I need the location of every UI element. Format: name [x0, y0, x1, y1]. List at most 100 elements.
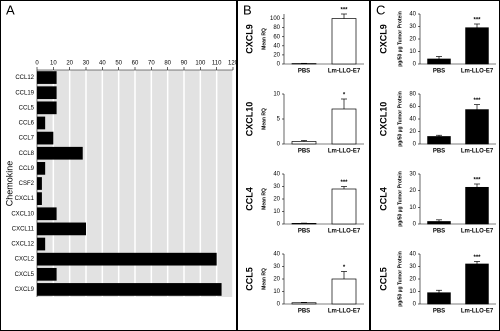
- x-tick-label: PBS: [433, 309, 445, 315]
- y-tick-label: 30: [409, 172, 416, 178]
- y-axis-label: Mean RQ: [261, 268, 267, 290]
- x-tick-label: Lm-LLO-E7: [461, 309, 494, 315]
- y-tick-label: CXCL9: [15, 287, 35, 293]
- y-tick-label: 0: [413, 142, 417, 148]
- panel-label: C: [376, 2, 385, 17]
- chart-title: CCL4: [244, 187, 254, 211]
- bar: [37, 86, 57, 100]
- y-tick-label: CXCL1: [15, 196, 35, 202]
- bar: [291, 141, 317, 145]
- bar: [331, 188, 357, 225]
- x-tick-label: Lm-LLO-E7: [461, 149, 494, 155]
- y-tick-label: CSF2: [19, 181, 35, 187]
- bar: [37, 162, 46, 175]
- x-tick-label: 60: [132, 61, 139, 67]
- significance: *: [343, 93, 346, 99]
- y-tick-label: 20: [273, 52, 280, 58]
- chart-title: CXCL9: [378, 24, 388, 54]
- y-tick-label: 30: [409, 264, 416, 270]
- y-tick-label: CXCL5: [15, 272, 35, 278]
- bar: [465, 109, 489, 145]
- bar: [37, 192, 42, 205]
- x-tick-label: PBS: [298, 69, 310, 75]
- y-tick-label: CXCL2: [15, 257, 35, 263]
- y-tick-label: 60: [273, 34, 280, 40]
- y-tick-label: 40: [409, 12, 416, 18]
- x-tick-label: 120: [228, 61, 239, 67]
- y-tick-label: 20: [409, 188, 416, 194]
- y-axis-label: pg/50 µg Tumor Protein: [397, 11, 403, 67]
- y-tick-label: 10: [409, 49, 416, 55]
- bar: [37, 177, 42, 190]
- bar: [37, 131, 54, 145]
- bar: [465, 186, 489, 225]
- y-tick-label: CXCL11: [12, 226, 35, 232]
- y-tick-label: 20: [273, 197, 280, 203]
- bar: [37, 207, 57, 221]
- x-tick-label: Lm-LLO-E7: [461, 69, 494, 75]
- y-tick-label: 10: [409, 289, 416, 295]
- y-tick-label: CCL12: [15, 75, 34, 81]
- x-tick-label: Lm-LLO-E7: [328, 69, 361, 75]
- y-tick-label: 20: [273, 277, 280, 283]
- x-tick-label: 80: [164, 61, 171, 67]
- x-tick-label: 50: [115, 61, 122, 67]
- x-tick-label: 30: [83, 61, 90, 67]
- significance: ***: [473, 18, 481, 24]
- bar: [465, 27, 489, 65]
- y-tick-label: 0: [413, 302, 417, 308]
- y-tick-label: 80: [273, 25, 280, 31]
- y-tick-label: 30: [273, 184, 280, 190]
- y-tick-label: 0: [277, 302, 281, 308]
- y-tick-label: CCL8: [19, 151, 35, 157]
- bar: [465, 263, 489, 305]
- significance: ***: [340, 8, 348, 14]
- y-tick-label: 0: [413, 222, 417, 228]
- y-axis-label: pg/50 µg Tumor Protein: [397, 91, 403, 147]
- bar: [37, 237, 46, 251]
- bar: [37, 116, 46, 130]
- y-tick-label: 5: [277, 117, 281, 123]
- bar: [331, 18, 357, 65]
- y-axis-label: Mean RQ: [261, 28, 267, 50]
- y-tick-label: CCL6: [19, 121, 35, 127]
- x-tick-label: 20: [66, 61, 73, 67]
- y-axis-label: Mean RQ: [261, 188, 267, 210]
- y-tick-label: 40: [409, 252, 416, 258]
- x-tick-label: 90: [181, 61, 188, 67]
- y-axis-label: Mean RQ: [261, 108, 267, 130]
- x-tick-label: PBS: [298, 229, 310, 235]
- bar: [37, 252, 217, 266]
- y-tick-label: CXCL10: [11, 211, 34, 217]
- x-tick-label: 40: [99, 61, 106, 67]
- x-tick-label: PBS: [433, 229, 445, 235]
- chart-title: CCL5: [244, 267, 254, 291]
- x-tick-label: PBS: [433, 69, 445, 75]
- y-tick-label: 0: [277, 142, 281, 148]
- bar: [37, 101, 57, 115]
- y-tick-label: 40: [273, 252, 280, 258]
- chart-title: CCL4: [378, 187, 388, 211]
- bar: [427, 58, 451, 65]
- y-tick-label: 40: [409, 117, 416, 123]
- y-tick-label: 20: [409, 129, 416, 135]
- bar: [37, 267, 57, 281]
- bar: [291, 223, 317, 225]
- x-tick-label: Lm-LLO-E7: [328, 229, 361, 235]
- y-tick-label: 10: [409, 205, 416, 211]
- x-tick-label: PBS: [433, 149, 445, 155]
- y-tick-label: CCL7: [19, 136, 35, 142]
- y-tick-label: 20: [409, 277, 416, 283]
- y-tick-label: CXCL12: [11, 242, 34, 248]
- significance: ***: [473, 178, 481, 184]
- bar: [37, 283, 222, 296]
- chart-title: CXCL10: [378, 102, 388, 137]
- bar: [331, 108, 357, 145]
- significance: ***: [473, 98, 481, 104]
- bar: [37, 146, 83, 160]
- y-tick-label: 10: [273, 209, 280, 215]
- x-tick-label: 10: [50, 61, 57, 67]
- y-tick-label: CCL5: [19, 105, 35, 111]
